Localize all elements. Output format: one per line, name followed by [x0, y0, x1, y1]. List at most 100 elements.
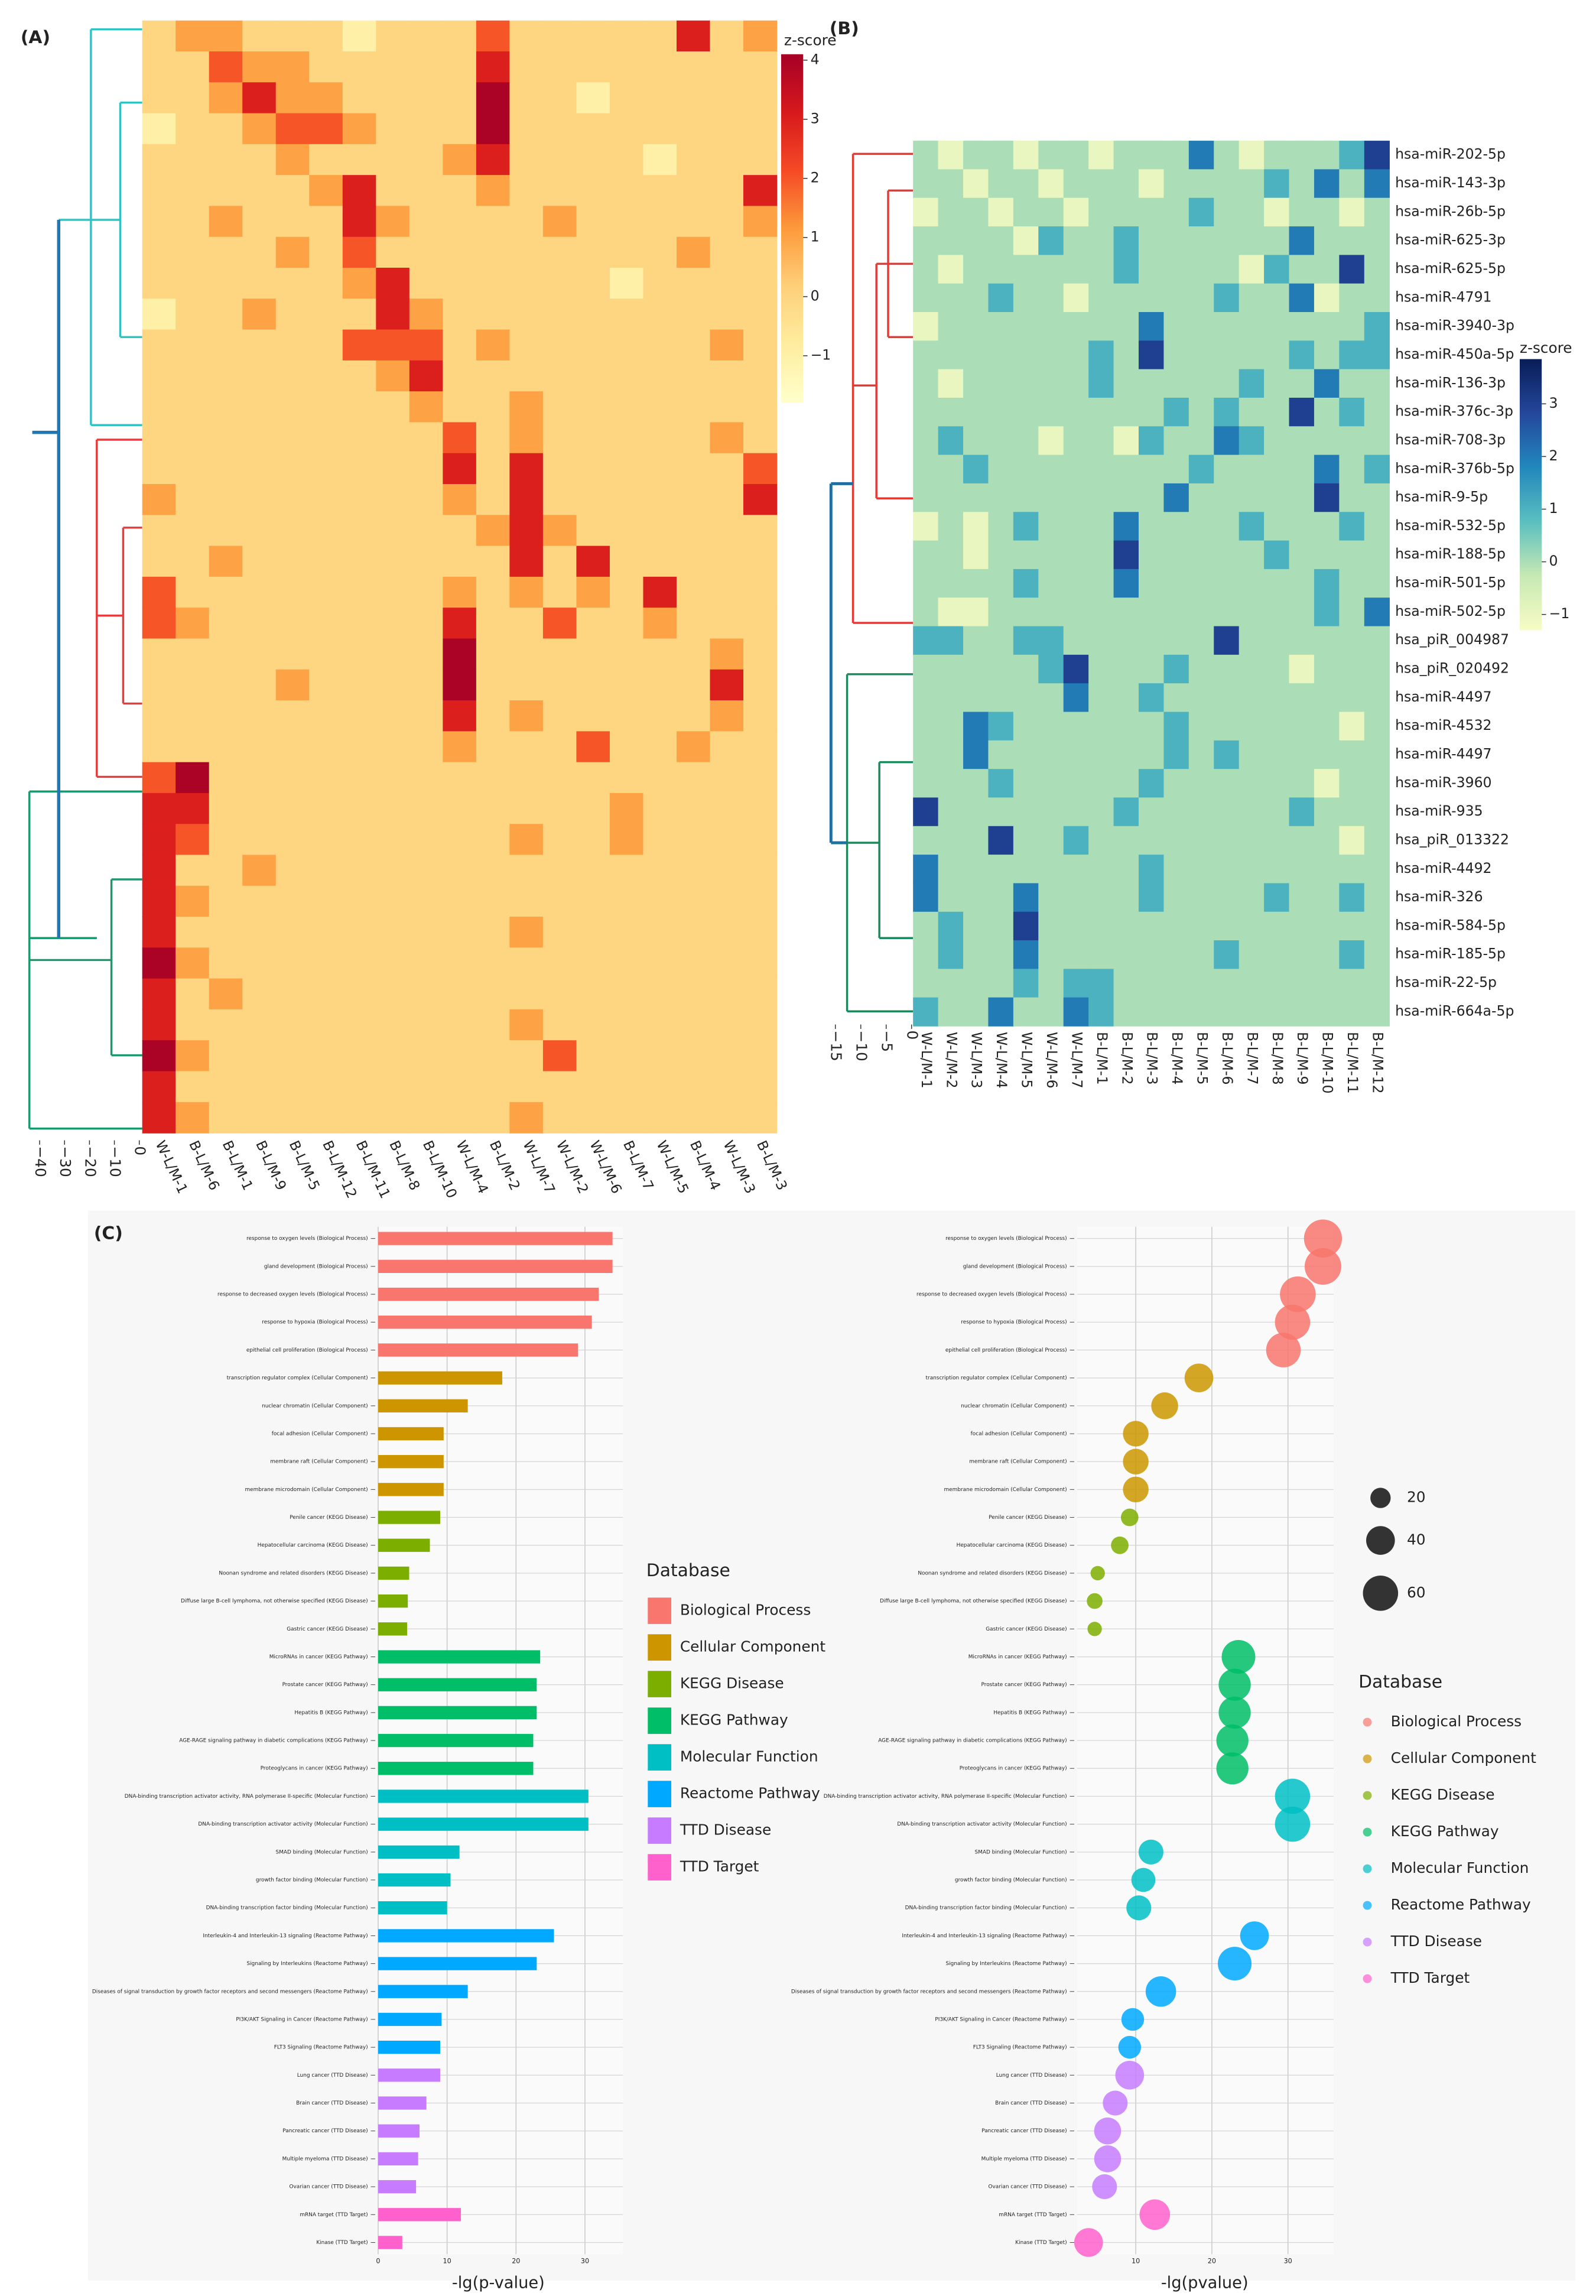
heatmap-cell	[409, 453, 444, 485]
heatmap-cell	[1038, 940, 1064, 970]
x-axis-label: -lg(pvalue)	[1161, 2274, 1249, 2292]
heatmap-cell	[1038, 797, 1064, 827]
heatmap-cell	[1113, 340, 1139, 370]
heatmap-cell	[963, 312, 989, 342]
heatmap-cell	[275, 51, 310, 83]
heatmap-cell	[1088, 740, 1114, 769]
heatmap-cell	[1214, 826, 1240, 855]
column-label: B-L/M-10	[1319, 1032, 1336, 1093]
heatmap-cell	[409, 329, 444, 361]
heatmap-cell	[275, 855, 310, 886]
heatmap-cell	[1289, 683, 1315, 713]
heatmap	[142, 20, 778, 1134]
heatmap-cell	[1088, 369, 1114, 398]
heatmap-cell	[476, 731, 511, 763]
heatmap-cell	[913, 626, 939, 655]
heatmap-cell	[710, 669, 744, 701]
heatmap-cell	[1289, 769, 1315, 798]
heatmap-cell	[476, 206, 511, 238]
column-label: W-L/M-2	[553, 1138, 592, 1196]
heatmap-cell	[376, 1040, 410, 1072]
heatmap-cell	[1063, 769, 1089, 798]
heatmap-cell	[576, 329, 610, 361]
heatmap-cell	[1138, 512, 1165, 541]
bubble	[1090, 1566, 1105, 1581]
heatmap-cell	[509, 824, 544, 856]
heatmap-cell	[988, 340, 1014, 370]
heatmap-cell	[1314, 540, 1340, 570]
heatmap-cell	[1038, 369, 1064, 398]
heatmap-cell	[1013, 797, 1039, 827]
bar	[378, 1594, 408, 1608]
heatmap-cell	[542, 1040, 577, 1072]
heatmap-cell	[209, 947, 243, 979]
heatmap-cell	[309, 1071, 343, 1103]
heatmap-cell	[242, 762, 277, 794]
row-label: hsa-miR-185-5p	[1395, 946, 1506, 962]
heatmap-cell	[142, 947, 176, 979]
heatmap-cell	[1264, 340, 1290, 370]
heatmap-cell	[342, 700, 377, 732]
heatmap-cell	[1264, 283, 1290, 313]
heatmap-cell	[275, 762, 310, 794]
heatmap-cell	[175, 638, 210, 670]
dendrogram-branch	[96, 439, 142, 778]
heatmap-cell	[275, 1040, 310, 1072]
heatmap-cell	[676, 576, 711, 608]
heatmap-cell	[476, 51, 511, 83]
heatmap-cell	[542, 608, 577, 639]
heatmap-cell	[938, 654, 964, 684]
size-legend-label: 60	[1407, 1584, 1426, 1601]
y-tick-label: response to oxygen levels (Biological Pr…	[945, 1236, 1067, 1242]
heatmap-cell	[476, 545, 511, 577]
heatmap-cell	[342, 576, 377, 608]
y-tick-label: Gastric cancer (KEGG Disease)	[287, 1626, 368, 1632]
heatmap-cell	[710, 545, 744, 577]
heatmap-cell	[676, 360, 711, 392]
heatmap-cell	[643, 576, 677, 608]
heatmap-cell	[643, 144, 677, 176]
heatmap-cell	[342, 885, 377, 917]
y-tick-label: Diseases of signal transduction by growt…	[92, 1989, 368, 1995]
heatmap-cell	[1063, 340, 1089, 370]
bubble	[1126, 1895, 1152, 1921]
heatmap-cell	[1013, 197, 1039, 227]
heatmap-cell	[1339, 397, 1365, 427]
heatmap-cell	[913, 883, 939, 912]
heatmap-cell	[409, 824, 444, 856]
heatmap-cell	[342, 1071, 377, 1103]
heatmap-cell	[1113, 855, 1139, 884]
heatmap-cell	[476, 175, 511, 207]
heatmap-cell	[476, 484, 511, 516]
heatmap-cell	[1088, 340, 1114, 370]
column-label: B-L/M-3	[753, 1138, 791, 1193]
column-label: W-L/M-7	[519, 1138, 558, 1196]
heatmap-cell	[963, 483, 989, 513]
y-tick-label: DNA-binding transcription factor binding…	[206, 1905, 368, 1911]
heatmap-cell	[1038, 483, 1064, 513]
heatmap-cell	[1364, 969, 1390, 998]
heatmap-cell	[1264, 569, 1290, 598]
heatmap-cell	[1239, 712, 1265, 741]
heatmap-cell	[209, 144, 243, 176]
heatmap-cell	[1088, 997, 1114, 1027]
heatmap-cell	[1163, 540, 1189, 570]
heatmap-cell	[1289, 883, 1315, 912]
heatmap-cell	[1264, 540, 1290, 570]
heatmap-cell	[309, 855, 343, 886]
heatmap-cell	[1289, 626, 1315, 655]
heatmap-cell	[643, 669, 677, 701]
heatmap-cell	[542, 731, 577, 763]
heatmap-cell	[1188, 911, 1214, 941]
heatmap-cell	[576, 453, 610, 485]
heatmap-cell	[142, 1102, 176, 1134]
heatmap-cell	[1214, 769, 1240, 798]
heatmap-cell	[913, 283, 939, 313]
heatmap-cell	[1188, 340, 1214, 370]
heatmap-cell	[1163, 769, 1189, 798]
heatmap-cell	[1214, 997, 1240, 1027]
heatmap-cell	[609, 947, 644, 979]
heatmap-cell	[743, 917, 778, 949]
heatmap-cell	[576, 793, 610, 824]
heatmap-cell	[175, 422, 210, 454]
